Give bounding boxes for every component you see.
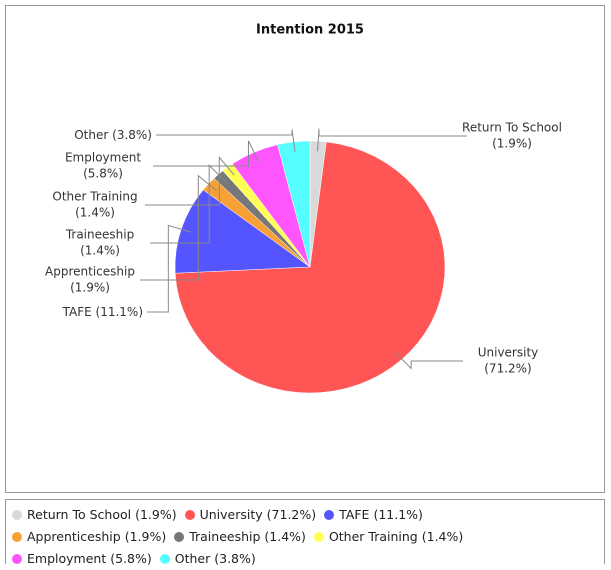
- slice-name: TAFE: [62, 305, 92, 319]
- legend-value: (3.8%): [214, 551, 256, 566]
- slice-value-label: (1.4%): [80, 244, 120, 258]
- legend-label: Other Training: [328, 529, 418, 544]
- legend-swatch: [313, 532, 324, 542]
- slice-label: Other (3.8%): [74, 128, 152, 142]
- leader-line: [147, 224, 192, 313]
- slice-value-label: (1.4%): [75, 206, 115, 220]
- legend-item: Employment (5.8%): [12, 548, 152, 570]
- slice-value-label: (11.1%): [96, 305, 143, 319]
- legend: Return To School (1.9%) University (71.2%) T…: [5, 499, 605, 566]
- legend-label: Employment: [27, 551, 107, 566]
- slice-label: TAFE (11.1%): [62, 305, 143, 319]
- legend-value: (11.1%): [373, 507, 423, 522]
- slice-name: Other: [74, 128, 108, 142]
- chart-title: Intention 2015: [256, 23, 364, 38]
- slice-value-label: (71.2%): [484, 362, 531, 376]
- slice-label: Return To School: [462, 121, 562, 135]
- legend-swatch: [12, 510, 22, 520]
- slice-value-label: (1.9%): [492, 137, 532, 151]
- slice-value-label: (3.8%): [112, 128, 152, 142]
- legend-value: (71.2%): [266, 507, 317, 522]
- legend-swatch: [324, 510, 335, 520]
- legend-label: TAFE: [339, 507, 370, 522]
- legend-swatch: [159, 554, 170, 564]
- slice-label: Apprenticeship: [45, 265, 135, 279]
- legend-label: Other: [174, 551, 211, 566]
- legend-item: Other Training (1.4%): [313, 526, 464, 548]
- slice-label: Other Training: [52, 190, 137, 204]
- legend-swatch: [12, 554, 22, 564]
- leader-line: [156, 129, 296, 152]
- slice-label: Traineeship: [65, 228, 134, 242]
- slice-label: Employment: [65, 151, 141, 165]
- leader-line: [140, 174, 217, 281]
- legend-value: (1.9%): [135, 507, 177, 522]
- legend-value: (1.4%): [264, 529, 306, 544]
- legend-value: (1.4%): [421, 529, 464, 544]
- leader-line: [394, 351, 463, 370]
- legend-value: (1.9%): [124, 529, 167, 544]
- legend-item: Other (3.8%): [159, 548, 256, 570]
- legend-item: Return To School (1.9%): [12, 504, 177, 526]
- legend-value: (5.8%): [110, 551, 152, 566]
- legend-item: University (71.2%): [184, 504, 317, 526]
- chart: Intention 2015 Return To School (1.9%) Uni…: [45, 23, 562, 394]
- legend-label: University: [199, 507, 263, 522]
- chart-panel: [5, 5, 605, 493]
- legend-label: Traineeship: [189, 529, 261, 544]
- leader-line: [153, 140, 259, 167]
- legend-items: Return To School (1.9%) University (71.2%) T…: [12, 504, 532, 570]
- leader-line: [317, 128, 467, 152]
- legend-swatch: [174, 532, 185, 542]
- legend-item: Traineeship (1.4%): [174, 526, 306, 548]
- leader-line: [150, 164, 227, 244]
- slice-label: University: [478, 346, 539, 360]
- legend-item: TAFE (11.1%): [324, 504, 423, 526]
- legend-label: Apprenticeship: [27, 529, 121, 544]
- legend-swatch: [12, 532, 22, 542]
- legend-swatch: [184, 510, 195, 520]
- legend-label: Return To School: [27, 507, 132, 522]
- legend-item: Apprenticeship (1.9%): [12, 526, 166, 548]
- slice-value-label: (1.9%): [70, 281, 110, 295]
- slice-value-label: (5.8%): [83, 167, 123, 181]
